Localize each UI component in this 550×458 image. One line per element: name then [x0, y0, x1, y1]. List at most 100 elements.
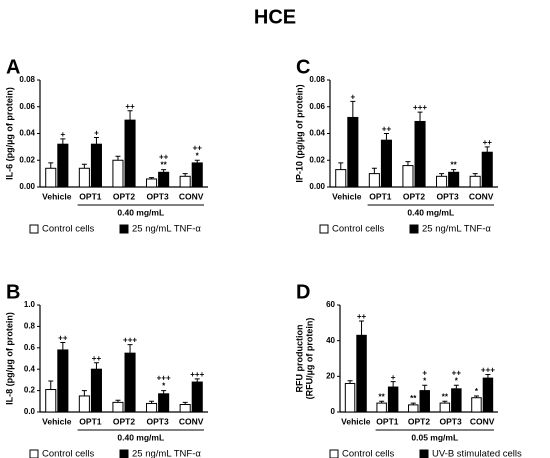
- group-label: 0.05 mg/mL: [411, 432, 458, 442]
- error-bar: [383, 133, 389, 141]
- legend-label: UV-B stimulated cells: [432, 449, 522, 458]
- legend-swatch: [119, 224, 129, 234]
- error-bar: [390, 381, 396, 388]
- error-bar: [60, 138, 66, 145]
- x-tick-label: OPT1: [79, 191, 101, 201]
- y-tick-label: 40: [326, 336, 335, 345]
- error-bar: [338, 162, 344, 170]
- error-bar: [81, 390, 87, 396]
- x-tick-label: OPT3: [146, 191, 168, 201]
- significance-label: ++: [125, 102, 135, 111]
- y-tick-label: 0.06: [19, 102, 35, 111]
- bar: [90, 143, 102, 188]
- x-tick-label: Vehicle: [42, 191, 72, 201]
- legend-swatch: [29, 449, 39, 458]
- bar: [191, 162, 203, 188]
- bar: [124, 352, 136, 413]
- error-bar: [60, 341, 66, 350]
- bar: [408, 404, 419, 413]
- error-bar: [442, 400, 448, 404]
- panel-label: C: [296, 56, 310, 78]
- error-bar: [48, 380, 54, 390]
- legend-label: 25 ng/mL TNF-α: [132, 224, 201, 235]
- significance-label: +: [422, 368, 427, 377]
- y-tick-label: 0.04: [19, 129, 35, 138]
- x-tick-label: OPT3: [439, 416, 461, 426]
- bar: [439, 402, 451, 413]
- significance-label: +++: [157, 374, 171, 383]
- bar: [78, 395, 90, 413]
- legend-label: Control cells: [42, 449, 95, 458]
- bar: [112, 159, 124, 188]
- panel-label: A: [6, 56, 20, 78]
- bar: [448, 171, 460, 188]
- error-bar: [93, 137, 99, 145]
- legend-label: Control cells: [42, 224, 95, 235]
- bar: [45, 167, 57, 188]
- x-tick-label: OPT3: [436, 191, 458, 201]
- significance-label: ++: [159, 153, 169, 162]
- bar: [158, 171, 170, 188]
- bar: [469, 175, 481, 188]
- y-axis-label: IL-6 (pg/µg of protein): [4, 87, 14, 180]
- y-tick-label: 0.02: [309, 155, 325, 164]
- bar: [90, 368, 102, 413]
- bar: [481, 151, 493, 188]
- error-bar: [182, 401, 188, 405]
- error-bar: [371, 167, 377, 174]
- error-bar: [127, 110, 133, 121]
- error-bar: [347, 380, 353, 384]
- significance-label: ++: [452, 368, 462, 377]
- bar: [482, 377, 494, 413]
- error-bar: [417, 111, 423, 122]
- bar: [124, 119, 136, 188]
- bar: [57, 143, 69, 188]
- legend-label: 25 ng/mL TNF-α: [132, 449, 201, 458]
- bar: [146, 178, 158, 188]
- error-bar: [472, 173, 478, 177]
- y-tick-label: 0.06: [309, 102, 325, 111]
- bar: [57, 349, 69, 413]
- error-bar: [149, 177, 155, 179]
- error-bar: [182, 173, 188, 177]
- error-bar: [115, 155, 121, 161]
- bar: [380, 139, 392, 188]
- x-tick-label: OPT2: [408, 416, 430, 426]
- bar: [419, 390, 430, 413]
- significance-label: ++: [193, 143, 203, 152]
- x-tick-label: CONV: [179, 416, 204, 426]
- bar: [335, 169, 347, 188]
- y-axis-label: RFU production: [294, 325, 304, 393]
- x-tick-label: OPT2: [113, 416, 135, 426]
- significance-label: *: [196, 151, 200, 160]
- bar: [344, 382, 356, 413]
- error-bar: [127, 344, 133, 354]
- error-bar: [194, 159, 200, 163]
- error-bar: [379, 400, 385, 404]
- figure-title: HCE: [254, 6, 296, 28]
- y-tick-label: 0.08: [309, 75, 325, 84]
- x-tick-label: OPT1: [79, 416, 101, 426]
- significance-label: +++: [190, 370, 204, 379]
- error-bar: [115, 399, 121, 403]
- y-tick-label: 0.04: [309, 129, 325, 138]
- significance-label: **: [451, 161, 458, 170]
- legend-swatch: [319, 224, 329, 234]
- y-tick-label: 0.02: [19, 155, 35, 164]
- error-bar: [422, 384, 428, 391]
- error-bar: [410, 402, 416, 405]
- error-bar: [93, 362, 99, 370]
- bar: [179, 404, 191, 413]
- x-tick-label: Vehicle: [341, 416, 371, 426]
- significance-label: ++: [382, 125, 392, 134]
- significance-label: *: [162, 382, 166, 391]
- error-bar: [350, 100, 356, 118]
- error-bar: [439, 173, 445, 177]
- error-bar: [161, 169, 167, 173]
- significance-label: ++: [58, 334, 68, 343]
- y-tick-label: 0.00: [19, 182, 35, 191]
- error-bar: [194, 378, 200, 383]
- legend-swatch: [409, 224, 419, 234]
- error-bar: [451, 169, 457, 173]
